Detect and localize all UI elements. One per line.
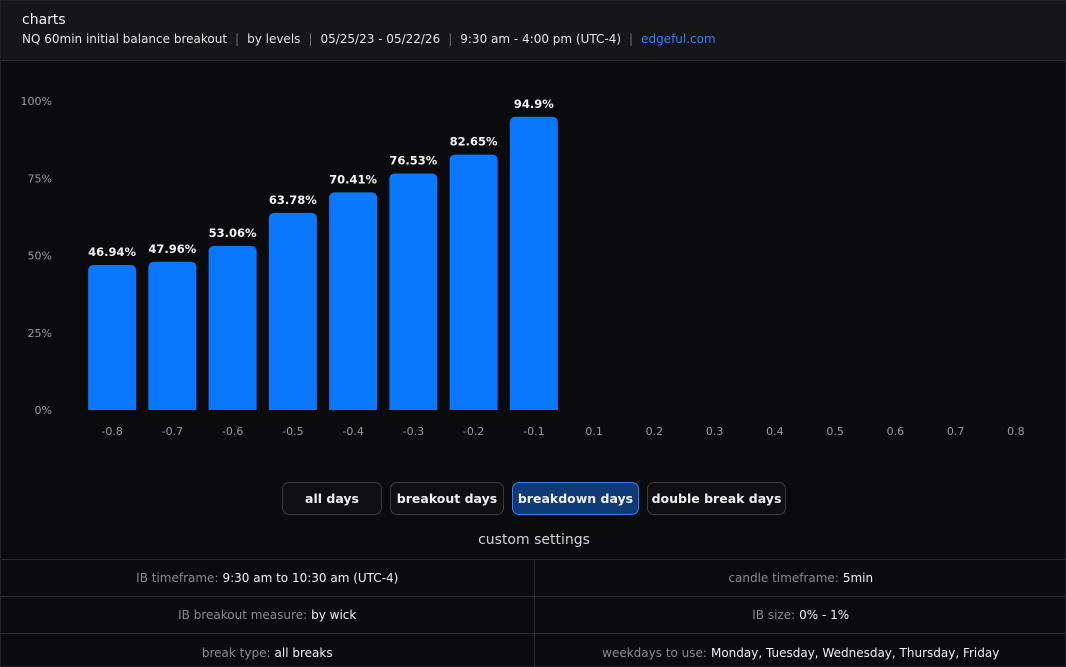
filter-breakout-days-button[interactable]: breakout days [390,482,504,515]
bar [389,173,438,410]
bar [329,192,378,410]
bar [268,212,317,410]
bar [208,246,257,410]
filter-all-days-button[interactable]: all days [282,482,382,515]
x-tick-label: 0.5 [826,425,844,438]
setting-ib-size: IB size: 0% - 1% [533,597,1066,633]
setting-candle-timeframe: candle timeframe: 5min [533,560,1066,596]
x-tick-label: 0.6 [887,425,905,438]
bar [148,261,197,410]
chart-subtitle: NQ 60min initial balance breakout | by l… [22,32,716,46]
x-tick-label: -0.5 [282,425,303,438]
setting-value: 0% - 1% [799,608,850,622]
subtitle-date-range: 05/25/23 - 05/22/26 [320,32,441,46]
x-tick-label: -0.2 [463,425,484,438]
setting-label: IB timeframe: [136,571,219,585]
x-tick-label: -0.1 [523,425,544,438]
setting-value: Monday, Tuesday, Wednesday, Thursday, Fr… [710,645,1000,660]
setting-value: 9:30 am to 10:30 am (UTC-4) [222,571,399,585]
subtitle-separator: | [448,32,453,46]
y-tick-label: 0% [35,404,52,417]
x-tick-label: 0.8 [1007,425,1025,438]
setting-weekdays: weekdays to use: Monday, Tuesday, Wednes… [533,634,1066,667]
bar [509,116,558,410]
y-tick-label: 75% [28,172,52,185]
subtitle-instrument: NQ 60min initial balance breakout [22,32,228,46]
bar [88,264,137,410]
x-tick-label: -0.7 [162,425,183,438]
filter-double-break-days-button[interactable]: double break days [647,482,786,515]
bar-chart: 0% 25% 50% 75% 100% -0.8 46.94% -0.7 47.96% -0.6 5… [21,95,1025,438]
setting-break-type: break type: all breaks [1,634,534,667]
x-tick-label: 0.1 [585,425,603,438]
bar [449,154,498,410]
custom-settings-table: IB timeframe: 9:30 am to 10:30 am (UTC-4… [1,559,1066,667]
x-tick-label: -0.4 [342,425,363,438]
x-tick-label: -0.3 [403,425,424,438]
x-tick-label: 0.3 [706,425,724,438]
setting-label: IB size: [752,608,796,622]
x-tick-label: 0.4 [766,425,784,438]
setting-value: by wick [311,608,357,622]
y-tick-label: 25% [28,327,52,340]
subtitle-separator: | [629,32,634,46]
chart-header: charts NQ 60min initial balance breakout… [1,1,1066,61]
bar-data-label: 53.06% [209,226,257,240]
bar-data-label: 46.94% [88,245,136,259]
settings-row: IB breakout measure: by wick IB size: 0%… [1,597,1066,634]
x-tick-label: -0.8 [101,425,122,438]
bar-data-label: 70.41% [329,172,377,186]
subtitle-separator: | [235,32,240,46]
settings-row: IB timeframe: 9:30 am to 10:30 am (UTC-4… [1,560,1066,597]
setting-label: IB breakout measure: [178,608,308,622]
x-tick-label: 0.7 [947,425,965,438]
setting-value: all breaks [274,645,333,660]
subtitle-session: 9:30 am - 4:00 pm (UTC-4) [460,32,622,46]
setting-ib-timeframe: IB timeframe: 9:30 am to 10:30 am (UTC-4… [1,560,534,596]
subtitle-mode: by levels [247,32,301,46]
filter-breakdown-days-button[interactable]: breakdown days [512,482,639,515]
setting-ib-breakout-measure: IB breakout measure: by wick [1,597,534,633]
y-tick-label: 100% [21,95,52,108]
setting-label: candle timeframe: [728,571,839,585]
bar-data-label: 94.9% [514,97,554,111]
x-tick-label: 0.2 [646,425,664,438]
custom-settings-title: custom settings [478,532,590,548]
setting-label: break type: [201,645,271,660]
bar-data-label: 82.65% [450,135,498,149]
bar-data-label: 76.53% [389,154,437,168]
y-tick-label: 50% [28,250,52,263]
bar-data-label: 47.96% [148,242,196,256]
x-tick-label: -0.6 [222,425,243,438]
bar-data-label: 63.78% [269,193,317,207]
setting-value: 5min [842,571,874,585]
edgeful-link[interactable]: edgeful.com [641,32,716,46]
settings-row: break type: all breaks weekdays to use: … [1,634,1066,667]
setting-label: weekdays to use: [602,645,707,660]
subtitle-separator: | [308,32,313,46]
day-filter-group: all days breakout days breakdown days do… [1,482,1066,516]
page-title: charts [22,12,66,28]
